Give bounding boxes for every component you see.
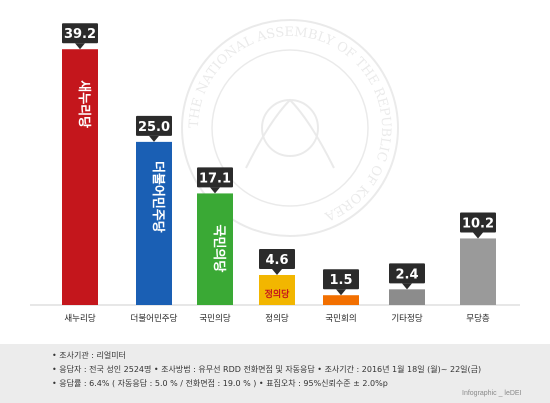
value-label-box <box>197 167 233 188</box>
value-label: 1.5 <box>329 273 352 288</box>
value-label-box <box>389 263 425 284</box>
value-label: 25.0 <box>138 120 170 135</box>
value-label-pointer <box>336 289 346 296</box>
value-label-pointer <box>210 187 220 194</box>
bar-group: 10.2 무당층 <box>460 212 496 324</box>
value-label-box <box>323 269 359 290</box>
bar-group: 새누리당 39.2 새누리당 <box>62 23 98 324</box>
bar-logo: 새누리당 <box>76 80 92 128</box>
footer-line-response-rate: • 응답률 : 6.4% ( 자동응답 : 5.0 % / 전화면접 : 19.… <box>52 379 388 388</box>
category-label: 정의당 <box>265 313 289 324</box>
bar <box>136 141 172 305</box>
bar-group: 국민의당 17.1 국민의당 <box>197 167 233 324</box>
bar-chart: THE NATIONAL ASSEMBLY OF THE REPUBLIC OF… <box>30 19 520 324</box>
value-label-pointer <box>473 232 483 239</box>
value-label-pointer <box>75 43 85 50</box>
bar <box>197 193 233 305</box>
value-label-box <box>136 115 172 136</box>
bar-group: 2.4 기타정당 <box>389 263 425 324</box>
value-label: 4.6 <box>265 253 288 268</box>
bar <box>460 238 496 305</box>
national-assembly-seal-watermark <box>181 19 399 237</box>
value-label: 17.1 <box>199 171 231 186</box>
bar <box>323 295 359 305</box>
value-label: 2.4 <box>395 267 418 282</box>
footer-line-survey-agency: • 조사기관 : 리얼미터 <box>52 351 126 360</box>
bar-logo: 더불어민주당 <box>150 161 166 233</box>
bar <box>62 49 98 305</box>
category-label: 더불어민주당 <box>131 313 178 324</box>
value-label-box <box>62 23 98 44</box>
value-label: 39.2 <box>64 27 96 42</box>
value-label-pointer <box>149 135 159 142</box>
footer-credit: Infographic _ leDEI <box>462 390 522 397</box>
bar-group: 정의당 4.6 정의당 <box>259 248 295 324</box>
value-label-pointer <box>272 268 282 275</box>
bar-group: 1.5 국민회의 <box>323 269 359 324</box>
category-label: 국민의당 <box>199 313 230 324</box>
category-label: 새누리당 <box>64 313 95 324</box>
value-label-box <box>460 212 496 233</box>
category-label: 국민회의 <box>325 313 356 324</box>
bar <box>389 289 425 305</box>
bar-logo: 국민의당 <box>211 225 227 273</box>
value-label: 10.2 <box>462 216 494 231</box>
bar-logo: 정의당 <box>265 288 291 300</box>
category-label: 무당층 <box>466 313 490 324</box>
bar <box>259 274 295 305</box>
category-label: 기타정당 <box>391 313 422 324</box>
value-label-box <box>259 248 295 269</box>
footer-notes: • 조사기관 : 리얼미터 • 응답자 : 전국 성인 2524명 • 조사방법… <box>0 344 550 403</box>
footer-line-respondents: • 응답자 : 전국 성인 2524명 • 조사방법 : 유무선 RDD 전화면… <box>52 365 482 374</box>
value-label-pointer <box>402 283 412 290</box>
bar-group: 더불어민주당 25.0 더불어민주당 <box>131 115 178 324</box>
